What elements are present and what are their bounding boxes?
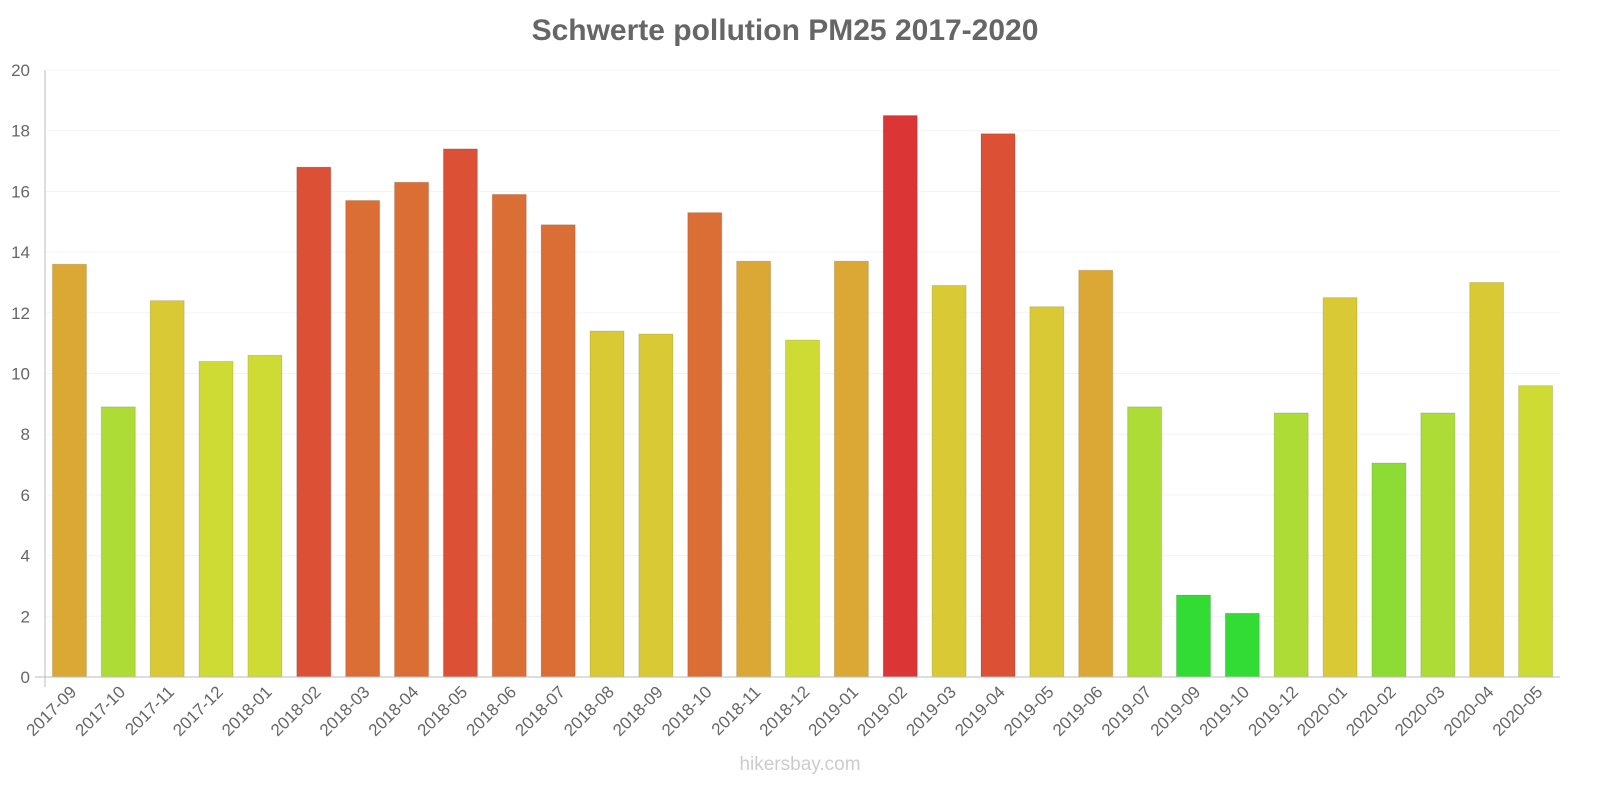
x-tick-label: 2019-06 (1049, 682, 1107, 740)
bar-2019-05 (1029, 306, 1065, 678)
x-tick-label: 2018-10 (658, 682, 716, 740)
x-tick-label: 2017-11 (121, 682, 178, 739)
bar-2018-08 (589, 330, 625, 678)
x-tick-label: 2018-06 (463, 682, 521, 740)
x-tick-label: 2019-02 (854, 682, 912, 740)
x-tick-label: 2019-05 (1000, 682, 1058, 740)
bar-2017-09 (51, 263, 87, 678)
bar-2018-12 (785, 339, 820, 678)
bar-2020-04 (1469, 281, 1505, 678)
x-tick-label: 2020-05 (1489, 682, 1547, 740)
y-tick-label: 16 (11, 182, 30, 201)
bar-2018-10 (687, 212, 723, 678)
bar-2018-04 (394, 181, 430, 678)
y-tick-label: 12 (11, 304, 30, 323)
x-tick-label: 2020-01 (1293, 682, 1351, 740)
x-tick-label: 2019-07 (1098, 682, 1156, 740)
x-tick-label: 2018-09 (609, 682, 667, 740)
bar-2017-10 (100, 406, 136, 678)
bar-2019-01 (833, 260, 869, 678)
bar-2020-05 (1518, 385, 1554, 678)
bar-2019-10 (1224, 612, 1260, 678)
chart-title: Schwerte pollution PM25 2017-2020 (531, 14, 1039, 47)
y-tick-label: 14 (11, 243, 30, 262)
y-tick-label: 10 (11, 365, 30, 384)
bar-2018-11 (736, 260, 772, 678)
y-tick-label: 0 (21, 668, 30, 687)
x-tick-label: 2018-08 (560, 682, 618, 740)
x-tick-label: 2018-01 (218, 682, 276, 740)
y-tick-label: 8 (21, 425, 30, 444)
x-tick-label: 2019-09 (1147, 682, 1205, 740)
bar-2018-06 (491, 193, 527, 678)
y-tick-label: 2 (21, 607, 30, 626)
bar-2020-02 (1371, 462, 1407, 678)
x-tick-label: 2018-02 (267, 682, 325, 740)
x-tick-label: 2019-04 (951, 682, 1009, 740)
y-tick-label: 6 (21, 486, 30, 505)
x-tick-label: 2018-04 (365, 682, 423, 740)
x-tick-label: 2018-03 (316, 682, 374, 740)
y-tick-label: 20 (11, 61, 30, 80)
bar-2017-12 (198, 360, 234, 678)
x-tick-label: 2020-04 (1440, 682, 1498, 740)
bar-2019-04 (980, 133, 1016, 678)
x-tick-label: 2018-11 (708, 682, 765, 739)
bar-2018-07 (540, 224, 576, 678)
bar-2019-09 (1175, 594, 1211, 678)
x-tick-label: 2018-12 (756, 682, 814, 740)
bar-2020-01 (1322, 297, 1358, 678)
x-tick-label: 2017-12 (169, 682, 227, 740)
x-tick-label: 2020-03 (1391, 682, 1449, 740)
x-tick-label: 2018-05 (414, 682, 472, 740)
bar-2019-06 (1078, 269, 1114, 678)
bar-2019-02 (882, 115, 918, 678)
bar-2018-09 (638, 333, 674, 678)
bar-2020-03 (1420, 412, 1456, 678)
x-tick-label: 2017-10 (72, 682, 130, 740)
x-tick-label: 2019-12 (1244, 682, 1302, 740)
y-tick-label: 4 (21, 547, 30, 566)
x-tick-label: 2019-10 (1196, 682, 1254, 740)
bar-2019-03 (931, 284, 967, 678)
bar-2018-05 (442, 148, 478, 678)
bar-2018-03 (345, 200, 381, 678)
bar-2018-01 (247, 354, 283, 678)
x-tick-label: 2019-01 (805, 682, 863, 740)
watermark: hikersbay.com (739, 754, 861, 775)
y-tick-label: 18 (11, 122, 30, 141)
x-tick-label: 2017-09 (23, 682, 81, 740)
x-tick-label: 2018-07 (511, 682, 569, 740)
bar-2019-12 (1273, 412, 1309, 678)
x-tick-label: 2020-02 (1342, 682, 1400, 740)
bar-2019-07 (1127, 406, 1163, 678)
bar-2018-02 (296, 166, 332, 678)
bar-2017-11 (149, 300, 185, 678)
x-tick-label: 2019-03 (902, 682, 960, 740)
